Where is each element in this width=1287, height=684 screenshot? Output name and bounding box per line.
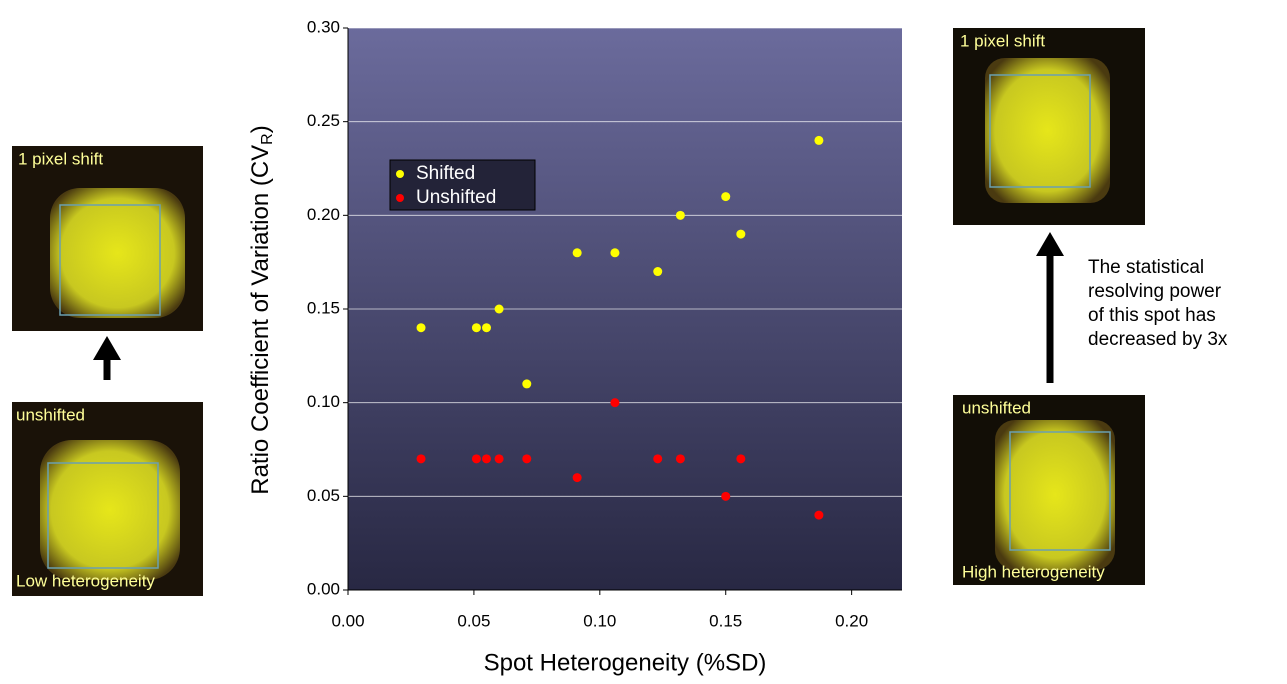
y-tick-label: 0.30 <box>307 17 340 36</box>
point <box>522 379 532 389</box>
point <box>675 210 685 220</box>
point <box>610 398 620 408</box>
arrow <box>1036 232 1064 383</box>
point <box>814 510 824 520</box>
point <box>494 454 504 464</box>
annotation-line: The statistical <box>1088 257 1204 278</box>
point <box>653 454 663 464</box>
y-axis-title-text: Ratio Coefficient of Variation (CV <box>247 145 274 495</box>
y-tick-label: 0.25 <box>307 111 340 130</box>
x-tick-label: 0.20 <box>835 611 868 630</box>
x-tick-label: 0.05 <box>457 611 490 630</box>
legend-marker <box>396 194 404 202</box>
point <box>610 248 620 258</box>
legend-label: Shifted <box>416 163 475 184</box>
spot-image: 1 pixel shift <box>953 28 1145 225</box>
point <box>482 454 491 464</box>
point <box>482 323 491 333</box>
legend-marker <box>396 170 404 178</box>
y-axis-title: Ratio Coefficient of Variation (CVR) <box>247 125 276 495</box>
image-caption: High heterogeneity <box>962 562 1105 581</box>
point <box>736 229 746 239</box>
spot-image: unshifted High heterogeneity <box>953 395 1145 585</box>
point <box>721 491 731 501</box>
image-label: 1 pixel shift <box>960 31 1045 50</box>
point <box>653 267 663 277</box>
spot-image: unshifted Low heterogeneity <box>12 402 203 596</box>
point <box>471 323 481 333</box>
y-tick-label: 0.15 <box>307 298 340 317</box>
legend-label: Unshifted <box>416 187 496 208</box>
point <box>814 135 824 145</box>
image-label: unshifted <box>16 405 85 424</box>
y-axis-title-end: ) <box>247 125 274 133</box>
point <box>572 473 582 483</box>
point <box>572 248 582 258</box>
y-tick-label: 0.00 <box>307 579 340 598</box>
x-axis-title: Spot Heterogeneity (%SD) <box>484 649 767 676</box>
legend-box <box>389 159 536 211</box>
annotation-line: decreased by 3x <box>1088 329 1228 350</box>
point <box>494 304 504 314</box>
point <box>471 454 481 464</box>
x-tick-label: 0.15 <box>709 611 742 630</box>
point <box>416 323 426 333</box>
y-tick-label: 0.05 <box>307 486 340 505</box>
point <box>736 454 746 464</box>
x-tick-label: 0.10 <box>583 611 616 630</box>
point <box>522 454 532 464</box>
arrow <box>93 336 121 380</box>
image-caption: Low heterogeneity <box>16 571 155 590</box>
point <box>675 454 685 464</box>
annotation-line: of this spot has <box>1088 305 1216 326</box>
y-tick-label: 0.10 <box>307 392 340 411</box>
spot-image: 1 pixel shift <box>12 146 203 331</box>
annotation-line: resolving power <box>1088 281 1222 302</box>
point <box>721 192 731 202</box>
x-tick-label: 0.00 <box>331 611 364 630</box>
point <box>416 454 426 464</box>
y-axis-title-sub: R <box>259 133 276 145</box>
image-label: 1 pixel shift <box>18 149 103 168</box>
image-label: unshifted <box>962 398 1031 417</box>
y-tick-label: 0.20 <box>307 205 340 224</box>
